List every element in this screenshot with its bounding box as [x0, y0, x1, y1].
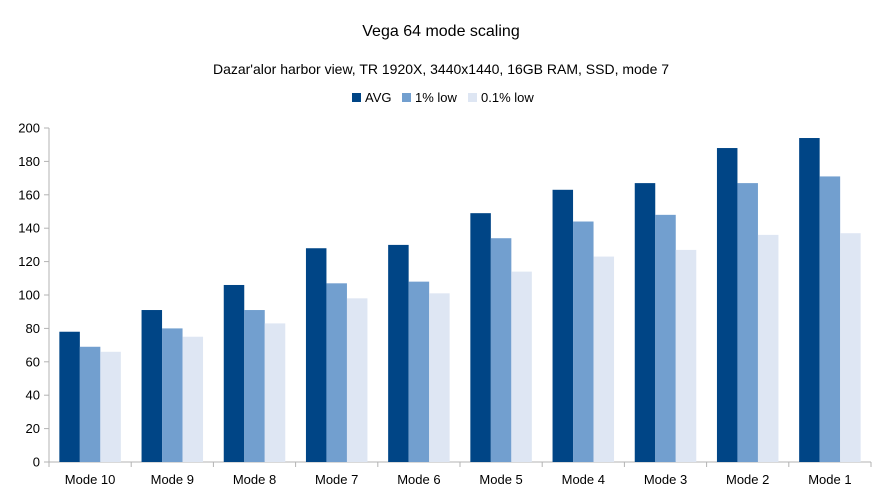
x-tick-label: Mode 8 — [233, 472, 276, 487]
legend-label: 1% low — [415, 90, 458, 105]
bar — [470, 213, 491, 462]
bar — [305, 248, 327, 462]
x-tick-label: Mode 4 — [562, 472, 605, 487]
bar — [182, 336, 204, 462]
bar — [819, 176, 841, 462]
legend-swatch — [352, 93, 361, 102]
bar — [429, 293, 450, 462]
x-axis-labels: Mode 10 Mode 9 Mode 8 Mode 7 Mode 6 Mode 5 Mod… — [65, 472, 852, 487]
bar — [59, 331, 80, 462]
bar — [573, 221, 594, 462]
y-tick-label: 80 — [26, 321, 40, 336]
bar — [346, 298, 368, 462]
bar — [675, 249, 697, 462]
legend-label: 0.1% low — [481, 90, 534, 105]
bar — [162, 328, 183, 462]
bar — [634, 183, 656, 463]
x-tick-label: Mode 1 — [808, 472, 851, 487]
bars — [59, 138, 861, 463]
bar — [840, 233, 861, 462]
chart-title: Vega 64 mode scaling — [362, 23, 519, 40]
x-tick-label: Mode 7 — [315, 472, 358, 487]
bar — [737, 183, 758, 463]
chart-subtitle: Dazar'alor harbor view, TR 1920X, 3440x1… — [213, 61, 669, 77]
y-tick-label: 120 — [18, 254, 40, 269]
y-tick-label: 40 — [26, 388, 40, 403]
bar — [100, 351, 121, 462]
y-tick-label: 200 — [18, 121, 40, 136]
x-tick-label: Mode 9 — [151, 472, 194, 487]
bar — [244, 310, 265, 462]
y-tick-label: 140 — [18, 221, 40, 236]
bar — [593, 256, 615, 462]
legend: AVG 1% low 0.1% low — [352, 90, 534, 105]
x-tick-label: Mode 6 — [397, 472, 440, 487]
y-tick-label: 160 — [18, 187, 40, 202]
bar — [490, 238, 512, 462]
bar — [264, 323, 286, 462]
legend-label: AVG — [365, 90, 392, 105]
y-tick-label: 60 — [26, 354, 40, 369]
bar — [757, 234, 779, 462]
y-tick-label: 100 — [18, 288, 40, 303]
bar — [223, 284, 245, 462]
bar — [388, 244, 409, 462]
axes: 0 20 40 60 80 100 120 140 160 180 200 — [18, 121, 872, 470]
bar — [79, 346, 101, 462]
y-tick-label: 180 — [18, 154, 40, 169]
legend-swatch — [402, 93, 411, 102]
x-tick-label: Mode 3 — [644, 472, 687, 487]
bar — [326, 283, 347, 462]
bar — [511, 271, 532, 462]
bar — [716, 148, 738, 463]
bar — [141, 310, 163, 462]
x-tick-label: Mode 2 — [726, 472, 769, 487]
legend-swatch — [468, 93, 477, 102]
x-tick-label: Mode 10 — [65, 472, 116, 487]
bar — [655, 214, 676, 462]
x-tick-label: Mode 5 — [479, 472, 522, 487]
bar — [408, 281, 430, 462]
y-tick-label: 20 — [26, 421, 40, 436]
bar — [799, 138, 820, 462]
bar — [552, 189, 574, 463]
y-tick-label: 0 — [33, 455, 40, 470]
